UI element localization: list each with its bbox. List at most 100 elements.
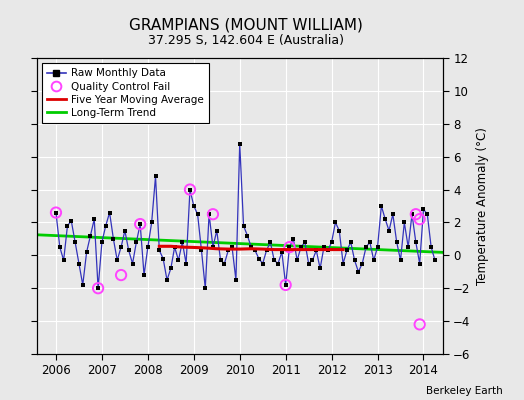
Point	[102, 222, 110, 229]
Point	[285, 244, 293, 250]
Text: 37.295 S, 142.604 E (Australia): 37.295 S, 142.604 E (Australia)	[148, 34, 344, 47]
Point	[258, 260, 267, 267]
Point	[213, 228, 221, 234]
Point	[178, 239, 187, 245]
Point	[297, 244, 305, 250]
Point	[316, 265, 324, 272]
Point	[163, 277, 171, 283]
Text: GRAMPIANS (MOUNT WILLIAM): GRAMPIANS (MOUNT WILLIAM)	[129, 18, 363, 33]
Point	[343, 247, 351, 254]
Point	[312, 247, 321, 254]
Point	[289, 236, 298, 242]
Point	[335, 228, 343, 234]
Point	[105, 209, 114, 216]
Point	[328, 239, 336, 245]
Point	[251, 247, 259, 254]
Point	[82, 249, 91, 255]
Point	[416, 260, 424, 267]
Point	[358, 260, 366, 267]
Point	[94, 285, 102, 292]
Point	[366, 239, 374, 245]
Point	[136, 221, 145, 227]
Point	[186, 186, 194, 193]
Point	[431, 257, 439, 264]
Point	[239, 222, 248, 229]
Point	[400, 219, 409, 226]
Point	[201, 285, 210, 292]
Point	[75, 260, 83, 267]
Point	[362, 244, 370, 250]
Point	[416, 216, 424, 222]
Point	[285, 244, 293, 250]
Point	[381, 216, 389, 222]
Point	[117, 244, 125, 250]
Point	[174, 257, 183, 264]
Point	[339, 260, 347, 267]
Point	[167, 265, 175, 272]
Point	[197, 247, 205, 254]
Point	[427, 244, 435, 250]
Point	[308, 257, 316, 264]
Point	[186, 186, 194, 193]
Point	[209, 211, 217, 218]
Point	[128, 260, 137, 267]
Point	[385, 228, 393, 234]
Point	[304, 260, 313, 267]
Point	[136, 221, 145, 227]
Point	[59, 257, 68, 264]
Point	[374, 244, 382, 250]
Point	[266, 239, 275, 245]
Point	[90, 216, 99, 222]
Point	[86, 232, 95, 239]
Point	[320, 244, 328, 250]
Point	[263, 247, 271, 254]
Point	[216, 257, 225, 264]
Point	[331, 219, 340, 226]
Point	[170, 244, 179, 250]
Point	[274, 260, 282, 267]
Point	[182, 260, 190, 267]
Point	[109, 236, 117, 242]
Legend: Raw Monthly Data, Quality Control Fail, Five Year Moving Average, Long-Term Tren: Raw Monthly Data, Quality Control Fail, …	[42, 63, 209, 123]
Point	[97, 239, 106, 245]
Point	[369, 257, 378, 264]
Point	[147, 219, 156, 226]
Point	[67, 218, 75, 224]
Point	[243, 232, 252, 239]
Point	[396, 257, 405, 264]
Point	[324, 247, 332, 254]
Point	[354, 268, 363, 275]
Point	[63, 222, 72, 229]
Point	[351, 257, 359, 264]
Point	[205, 211, 213, 218]
Point	[151, 173, 160, 180]
Point	[301, 239, 309, 245]
Point	[392, 239, 401, 245]
Point	[190, 203, 198, 209]
Point	[232, 277, 240, 283]
Point	[159, 256, 167, 262]
Point	[224, 247, 233, 254]
Point	[144, 244, 152, 250]
Point	[52, 209, 60, 216]
Point	[113, 257, 122, 264]
Point	[423, 211, 431, 218]
Point	[270, 257, 278, 264]
Point	[79, 282, 87, 288]
Point	[247, 244, 255, 250]
Point	[281, 282, 290, 288]
Point	[71, 239, 79, 245]
Point	[209, 244, 217, 250]
Point	[155, 247, 163, 254]
Point	[412, 239, 420, 245]
Point	[140, 272, 148, 278]
Point	[404, 244, 412, 250]
Point	[125, 247, 133, 254]
Point	[278, 249, 286, 255]
Point	[56, 244, 64, 250]
Point	[94, 285, 102, 292]
Point	[193, 211, 202, 218]
Point	[52, 209, 60, 216]
Point	[412, 211, 420, 218]
Point	[220, 260, 228, 267]
